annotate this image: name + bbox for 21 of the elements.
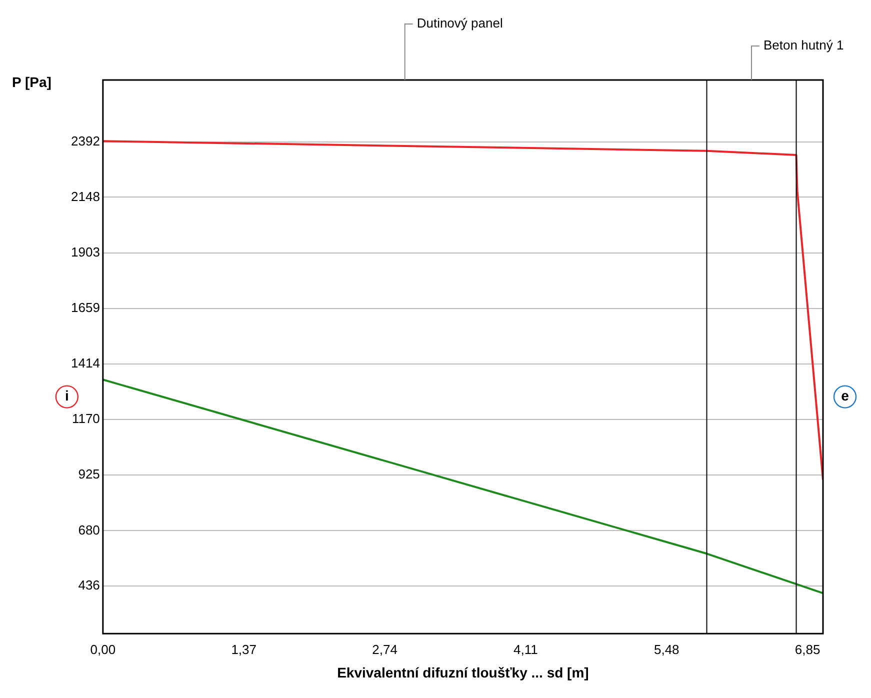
x-tick-label: 0,00	[90, 642, 116, 657]
x-tick-label: 6,85	[794, 642, 820, 657]
y-tick-label: 1659	[71, 300, 100, 315]
text: e	[841, 388, 850, 404]
text: i	[64, 388, 69, 404]
text: Dutinový panel	[416, 16, 503, 31]
x-tick-label: 2,74	[372, 642, 398, 657]
y-tick-label: 436	[78, 578, 100, 593]
y-tick-label: 2392	[71, 133, 100, 148]
y-axis-title: P [Pa]	[12, 74, 52, 90]
x-tick-label: 4,11	[514, 642, 538, 657]
x-axis-title: Ekvivalentní difuzní tloušťky ... sd [m]	[337, 664, 589, 680]
y-tick-label: 1170	[72, 410, 100, 426]
x-tick-label: 5,48	[654, 642, 680, 657]
x-tick-label: 1,37	[231, 642, 257, 657]
y-tick-label: 1414	[71, 356, 100, 371]
y-tick-label: 1903	[71, 244, 100, 260]
y-tick-label: 680	[78, 522, 100, 538]
y-tick-label: 925	[78, 466, 100, 482]
text: Beton hutný 1	[764, 38, 844, 53]
y-tick-label: 2148	[71, 188, 100, 204]
